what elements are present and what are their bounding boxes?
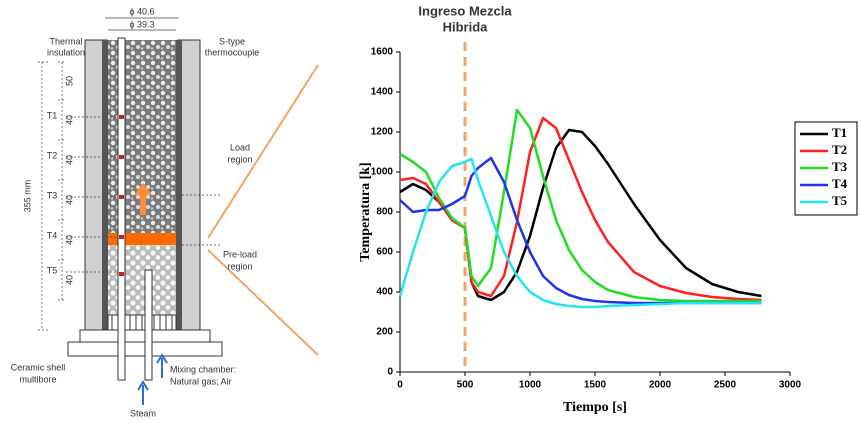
x-tick-label: 3000 bbox=[779, 380, 802, 391]
flow-arrow bbox=[134, 183, 152, 215]
y-tick-label: 800 bbox=[376, 207, 393, 218]
y-axis-label: Temperatura [k] bbox=[358, 162, 373, 261]
label: ϕ 39.3 bbox=[129, 19, 154, 29]
label: Steam bbox=[130, 408, 156, 418]
x-tick-label: 1000 bbox=[519, 380, 542, 391]
y-tick-label: 200 bbox=[376, 327, 393, 338]
x-tick-label: 0 bbox=[397, 380, 403, 391]
series-line bbox=[399, 116, 762, 302]
legend-label: T2 bbox=[832, 142, 847, 157]
position-label: T4 bbox=[47, 230, 58, 240]
zoom-lines bbox=[207, 64, 319, 356]
shape bbox=[119, 115, 124, 119]
position-label: T5 bbox=[47, 265, 58, 275]
position-label: T3 bbox=[47, 190, 58, 200]
shape bbox=[119, 195, 124, 199]
y-tick-label: 1000 bbox=[371, 167, 394, 178]
thermocouple-tube bbox=[117, 37, 126, 381]
x-tick-label: 500 bbox=[457, 380, 474, 391]
label: region bbox=[227, 154, 252, 164]
dimension-label: 50 bbox=[64, 76, 74, 86]
y-tick-label: 1400 bbox=[371, 87, 394, 98]
x-tick-label: 2000 bbox=[649, 380, 672, 391]
region-lines bbox=[182, 194, 222, 246]
label: S-type bbox=[219, 36, 245, 46]
shape bbox=[119, 272, 124, 276]
dimension-label: 40 bbox=[64, 275, 74, 285]
diameter-lines bbox=[105, 17, 179, 31]
dimension-label: 40 bbox=[64, 235, 74, 245]
annotation-text: Ingreso Mezcla bbox=[418, 3, 512, 18]
y-tick-label: 1200 bbox=[371, 127, 394, 138]
reactor-diagram: Thermal insulation ϕ 40.6 ϕ 39.3 S-type … bbox=[11, 6, 319, 418]
inlet-arrows bbox=[137, 353, 168, 405]
wall-left bbox=[102, 40, 108, 330]
x-tick-label: 2500 bbox=[714, 380, 737, 391]
series-line bbox=[399, 108, 762, 303]
label: multibore bbox=[19, 374, 56, 384]
wall-right bbox=[176, 40, 182, 330]
y-tick-label: 600 bbox=[376, 247, 393, 258]
label: Load bbox=[230, 142, 250, 152]
shape bbox=[119, 155, 124, 159]
dimension-label: 40 bbox=[64, 115, 74, 125]
label: region bbox=[227, 261, 252, 271]
label: Pre-load bbox=[223, 249, 257, 259]
label: insulation bbox=[47, 47, 85, 57]
label: thermocouple bbox=[205, 47, 260, 57]
dimension-label: 40 bbox=[64, 155, 74, 165]
position-label: T1 bbox=[47, 110, 58, 120]
dimension-lines bbox=[38, 61, 118, 331]
label: ϕ 40.6 bbox=[129, 6, 154, 16]
legend-label: T4 bbox=[832, 176, 848, 191]
legend-label: T5 bbox=[832, 193, 848, 208]
y-tick-label: 400 bbox=[376, 287, 393, 298]
x-tick-label: 1500 bbox=[584, 380, 607, 391]
label: Mixing chamber: bbox=[170, 364, 236, 374]
position-label: T2 bbox=[47, 150, 58, 160]
annotation-text: Hibrida bbox=[443, 19, 489, 34]
sensor-dots bbox=[119, 115, 124, 276]
legend-label: T1 bbox=[832, 125, 847, 140]
legend-label: T3 bbox=[832, 159, 848, 174]
dimension-label: 40 bbox=[64, 195, 74, 205]
label: Thermal bbox=[49, 36, 82, 46]
x-axis-label: Tiempo [s] bbox=[563, 400, 627, 415]
series-line bbox=[398, 157, 762, 309]
series-line bbox=[399, 128, 762, 302]
label: 355 mm bbox=[22, 180, 32, 213]
shape bbox=[119, 235, 124, 239]
label: Natural gas; Air bbox=[170, 376, 232, 386]
steam-tube bbox=[144, 269, 153, 381]
label: Ceramic shell bbox=[11, 362, 66, 372]
y-tick-label: 1600 bbox=[371, 47, 394, 58]
y-tick-label: 0 bbox=[387, 367, 393, 378]
